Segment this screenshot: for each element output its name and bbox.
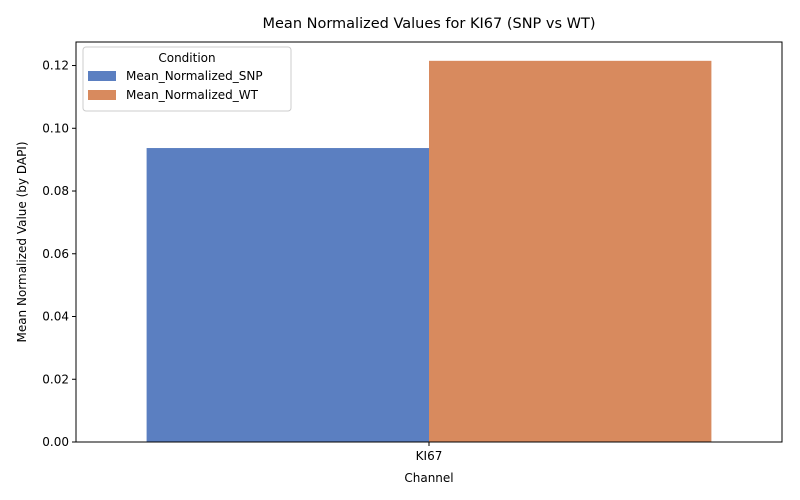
legend-swatch-wt bbox=[88, 90, 116, 100]
y-axis: 0.00 0.02 0.04 0.06 0.08 0.10 0.12 bbox=[42, 59, 76, 449]
x-axis-label: Channel bbox=[404, 471, 453, 485]
legend-swatch-snp bbox=[88, 71, 116, 81]
plot-area bbox=[146, 60, 712, 443]
plot-frame bbox=[75, 41, 783, 443]
bar-mean-normalized-wt-ki67 bbox=[429, 60, 712, 443]
y-axis-label: Mean Normalized Value (by DAPI) bbox=[15, 141, 29, 342]
bar-mean-normalized-snp-ki67 bbox=[146, 148, 429, 442]
y-tick-label: 0.04 bbox=[42, 310, 69, 324]
y-tick-label: 0.00 bbox=[42, 435, 69, 449]
legend-title: Condition bbox=[158, 51, 215, 65]
y-tick-label: 0.12 bbox=[42, 59, 69, 73]
y-tick-label: 0.06 bbox=[42, 247, 69, 261]
x-tick-label: KI67 bbox=[416, 449, 443, 463]
legend-label-wt: Mean_Normalized_WT bbox=[126, 88, 259, 102]
y-tick-label: 0.08 bbox=[42, 184, 69, 198]
legend-box bbox=[82, 46, 292, 112]
chart-title: Mean Normalized Values for KI67 (SNP vs … bbox=[263, 16, 596, 32]
legend-label-snp: Mean_Normalized_SNP bbox=[126, 69, 263, 83]
x-axis: KI67 bbox=[416, 442, 443, 463]
y-tick-label: 0.10 bbox=[42, 121, 69, 135]
legend: Condition Mean_Normalized_SNP Mean_Norma… bbox=[82, 46, 292, 112]
y-tick-label: 0.02 bbox=[42, 372, 69, 386]
